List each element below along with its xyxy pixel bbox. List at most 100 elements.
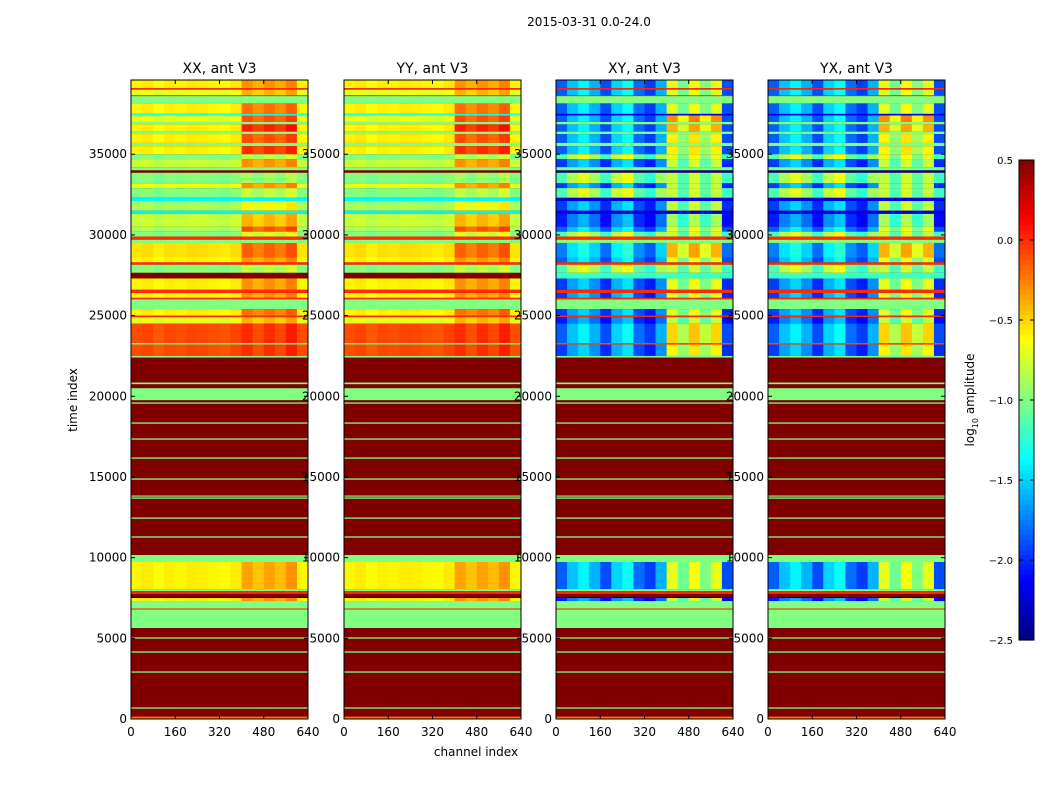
- heatmap-cell: [900, 201, 913, 211]
- heatmap-cell: [922, 597, 935, 602]
- heatmap-cell: [175, 80, 187, 89]
- heatmap-band: [768, 637, 945, 639]
- heatmap-cell: [410, 293, 422, 298]
- heatmap-cell: [823, 80, 835, 89]
- heatmap-band: [768, 262, 945, 265]
- heatmap-cell: [454, 89, 467, 96]
- heatmap-cell: [388, 134, 400, 143]
- heatmap-cell: [252, 80, 265, 89]
- heatmap-cell: [175, 146, 187, 155]
- heatmap-cell: [589, 103, 601, 114]
- heatmap-cell: [186, 89, 198, 96]
- heatmap-cell: [867, 344, 880, 356]
- heatmap-band: [344, 591, 521, 594]
- heatmap-cell: [197, 134, 209, 143]
- colorbar-segment: [1019, 165, 1034, 171]
- heatmap-band: [344, 95, 521, 97]
- heatmap-cell: [556, 213, 568, 227]
- heatmap-cell: [633, 561, 645, 590]
- heatmap-cell: [900, 561, 913, 590]
- heatmap-cell: [812, 213, 824, 227]
- heatmap-cell: [388, 103, 400, 114]
- heatmap-cell: [823, 201, 835, 211]
- heatmap-cell: [677, 293, 690, 298]
- heatmap-cell: [454, 278, 467, 290]
- heatmap-cell: [197, 172, 209, 184]
- heatmap-band: [768, 495, 945, 497]
- heatmap-cell: [410, 201, 422, 211]
- colorbar-segment: [1019, 595, 1034, 601]
- heatmap-cell: [867, 561, 880, 590]
- heatmap-band: [344, 167, 521, 171]
- heatmap-cell: [131, 80, 143, 89]
- heatmap-cell: [410, 134, 422, 143]
- heatmap-cell: [454, 264, 467, 273]
- heatmap-cell: [900, 172, 913, 184]
- heatmap-cell: [366, 159, 378, 168]
- heatmap-cell: [487, 264, 500, 273]
- heatmap-cell: [710, 124, 723, 132]
- heatmap-cell: [410, 146, 422, 155]
- heatmap-cell: [622, 183, 634, 189]
- heatmap-cell: [509, 242, 522, 258]
- heatmap-cell: [688, 134, 701, 143]
- heatmap-band: [344, 197, 521, 202]
- heatmap-cell: [175, 561, 187, 590]
- heatmap-cell: [142, 154, 154, 160]
- heatmap-band: [344, 497, 521, 499]
- heatmap-cell: [197, 80, 209, 89]
- colorbar-segment: [1019, 470, 1034, 476]
- heatmap-cell: [274, 201, 287, 211]
- heatmap-cell: [377, 561, 389, 590]
- heatmap-cell: [556, 226, 568, 232]
- heatmap-cell: [230, 597, 243, 602]
- heatmap-cell: [465, 201, 478, 211]
- heatmap-cell: [900, 226, 913, 232]
- heatmap-cell: [644, 226, 657, 232]
- heatmap-cell: [476, 103, 489, 114]
- heatmap-cell: [611, 226, 623, 232]
- heatmap-cell: [131, 115, 143, 122]
- heatmap-cell: [454, 80, 467, 89]
- heatmap-cell: [487, 231, 500, 237]
- heatmap-cell: [933, 231, 946, 237]
- heatmap-cell: [801, 80, 813, 89]
- heatmap-cell: [655, 188, 668, 198]
- heatmap-cell: [622, 264, 634, 273]
- heatmap-cell: [164, 134, 176, 143]
- heatmap-cell: [443, 146, 456, 155]
- heatmap-cell: [666, 344, 679, 356]
- heatmap-cell: [476, 317, 489, 324]
- colorbar-segment: [1019, 385, 1034, 391]
- heatmap-cell: [241, 231, 254, 237]
- heatmap-cell: [823, 124, 835, 132]
- heatmap-band: [556, 95, 733, 97]
- heatmap-cell: [779, 80, 791, 89]
- heatmap-cell: [933, 264, 946, 273]
- heatmap-cell: [856, 172, 869, 184]
- heatmap-cell: [644, 80, 657, 89]
- heatmap-cell: [274, 264, 287, 273]
- heatmap-cell: [790, 213, 802, 227]
- heatmap-band: [556, 131, 733, 135]
- heatmap-cell: [867, 80, 880, 89]
- heatmap-cell: [812, 226, 824, 232]
- heatmap-cell: [366, 293, 378, 298]
- heatmap-cell: [834, 231, 846, 237]
- heatmap-cell: [509, 172, 522, 184]
- heatmap-band: [556, 402, 733, 404]
- heatmap-cell: [219, 159, 232, 168]
- heatmap-cell: [366, 188, 378, 198]
- heatmap-cell: [611, 89, 623, 96]
- heatmap-cell: [622, 134, 634, 143]
- heatmap-cell: [823, 115, 835, 122]
- colorbar-segment: [1019, 240, 1034, 246]
- heatmap-cell: [208, 561, 220, 590]
- colorbar-segment: [1019, 575, 1034, 581]
- heatmap-cell: [175, 103, 187, 114]
- heatmap-cell: [465, 561, 478, 590]
- heatmap-cell: [509, 231, 522, 237]
- heatmap-cell: [355, 134, 367, 143]
- heatmap-cell: [600, 172, 612, 184]
- heatmap-cell: [710, 226, 723, 232]
